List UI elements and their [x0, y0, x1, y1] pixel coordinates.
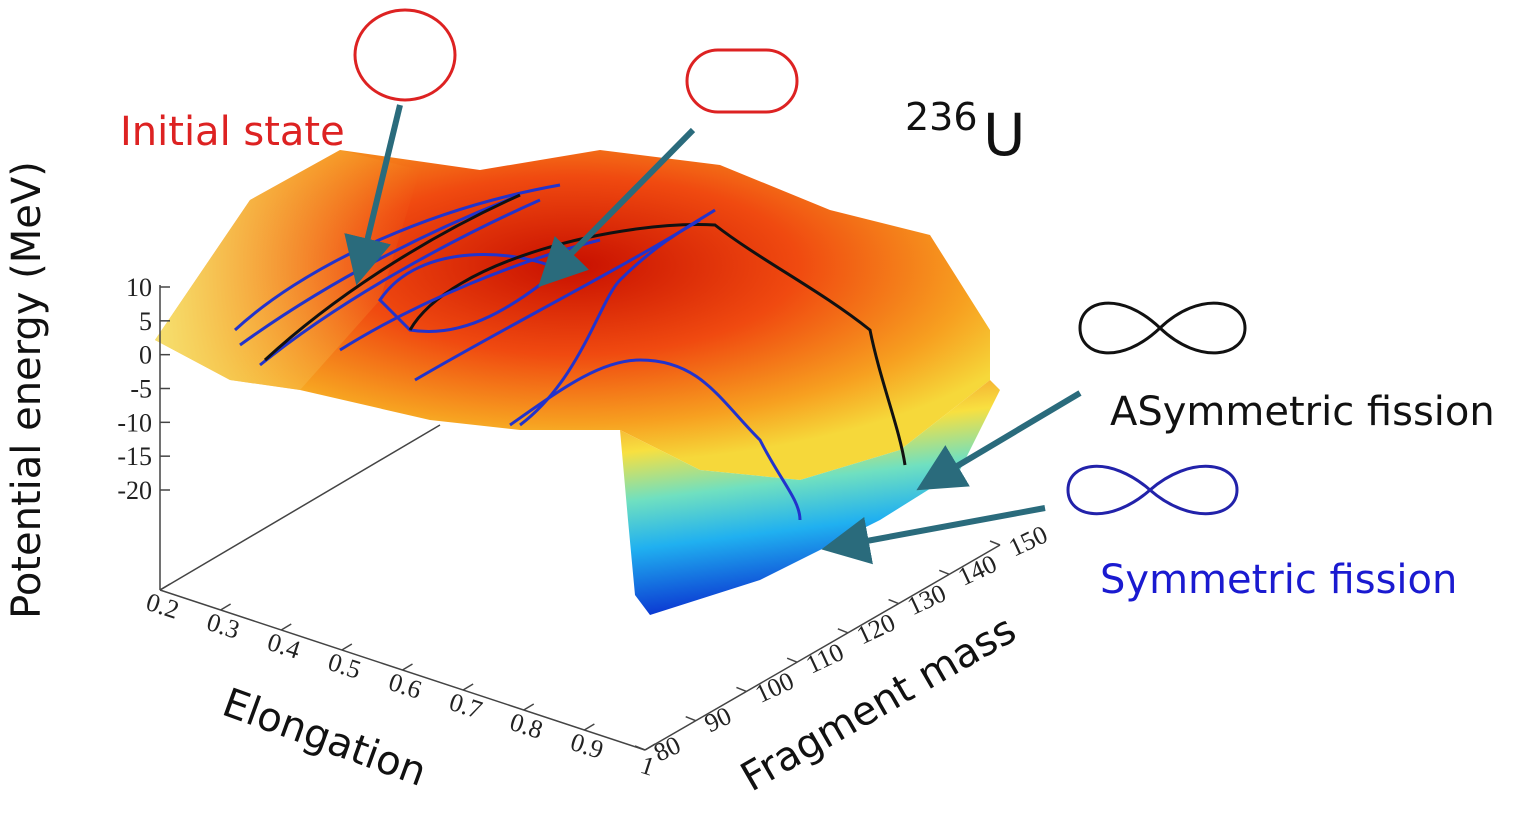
element-symbol: U	[983, 101, 1025, 169]
x-tick-label: 0.5	[325, 647, 365, 685]
surface	[155, 150, 1000, 615]
x-tick	[462, 683, 474, 691]
z-tick-label: -20	[117, 476, 152, 505]
initial-label: Initial state	[120, 109, 345, 155]
y-tick-label: 150	[1004, 520, 1052, 563]
y-tick	[685, 716, 696, 722]
x-tick	[644, 743, 656, 751]
x-tick-label: 0.2	[143, 587, 183, 625]
y-tick	[786, 657, 798, 663]
x-tick-label: 0.4	[264, 627, 304, 665]
mass-number: 236	[905, 95, 978, 139]
y-tick	[736, 686, 747, 693]
y-tick-label: 110	[801, 637, 848, 679]
z-tick-label: 0	[139, 341, 152, 370]
symmetric-label: Symmetric fission	[1100, 557, 1457, 603]
y-tick-label: 140	[954, 549, 1002, 592]
z-tick-label: 10	[126, 273, 152, 302]
x-tick	[341, 643, 353, 651]
shapes	[353, 8, 1247, 516]
axes	[159, 285, 1001, 751]
y-tick-label: 100	[751, 666, 799, 709]
z-axis-label: Potential energy (MeV)	[4, 161, 50, 619]
x-tick-label: 0.3	[203, 607, 243, 645]
y-tick-label: 130	[903, 578, 951, 621]
x-tick	[523, 703, 535, 711]
y-tick-label: 90	[700, 701, 736, 738]
x-tick-label: 0.7	[446, 687, 486, 725]
y-tick	[837, 628, 849, 634]
z-tick-label: -15	[117, 442, 152, 471]
x-tick-label: 0.8	[506, 707, 546, 745]
arrows	[344, 104, 1082, 565]
x-tick	[402, 663, 413, 671]
y-tick	[989, 540, 1001, 546]
y-tick	[939, 569, 950, 575]
z-tick-label: -10	[117, 408, 152, 437]
x-tick-label: 0.9	[567, 727, 607, 765]
y-tick-label: 120	[852, 608, 900, 651]
y-tick	[888, 598, 899, 605]
x-tick	[583, 723, 595, 731]
z-tick-label: -5	[130, 375, 152, 404]
x-tick	[280, 623, 292, 631]
x-tick	[220, 603, 232, 611]
z-tick-label: 5	[139, 307, 152, 336]
y-tick	[634, 745, 646, 751]
asymmetric-label: ASymmetric fission	[1110, 389, 1495, 435]
x-tick-label: 0.6	[385, 667, 425, 705]
x-tick	[159, 583, 171, 591]
